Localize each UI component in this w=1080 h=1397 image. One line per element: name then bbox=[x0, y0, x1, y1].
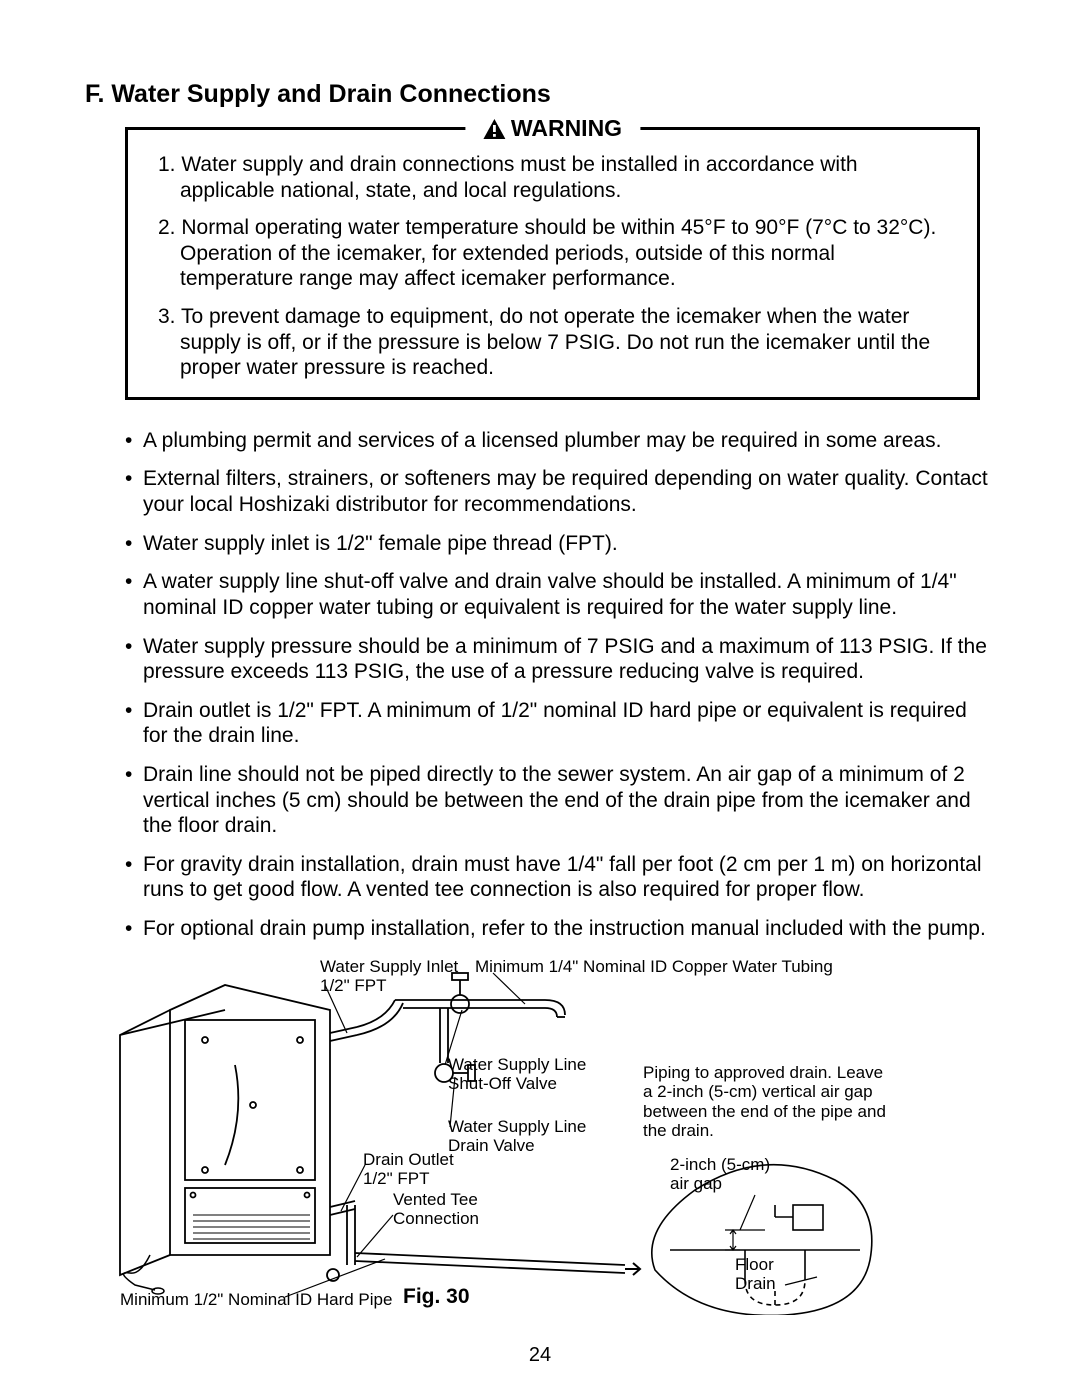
bullet-item: For gravity drain installation, drain mu… bbox=[125, 852, 995, 903]
warning-title: WARNING bbox=[465, 115, 640, 142]
bullet-item: Drain line should not be piped directly … bbox=[125, 762, 995, 839]
warning-item: 1. Water supply and drain connections mu… bbox=[158, 152, 947, 203]
warning-icon bbox=[483, 119, 505, 139]
warning-title-text: WARNING bbox=[511, 115, 622, 142]
warning-box: WARNING 1. Water supply and drain connec… bbox=[125, 127, 980, 400]
bullet-item: Water supply inlet is 1/2" female pipe t… bbox=[125, 531, 995, 557]
bullet-item: A plumbing permit and services of a lice… bbox=[125, 428, 995, 454]
label-water-supply-inlet: Water Supply Inlet1/2" FPT bbox=[320, 957, 480, 996]
page-number: 24 bbox=[529, 1344, 551, 1367]
bullet-item: For optional drain pump installation, re… bbox=[125, 916, 995, 942]
label-copper-tubing: Minimum 1/4" Nominal ID Copper Water Tub… bbox=[475, 957, 833, 977]
label-vented-tee: Vented TeeConnection bbox=[393, 1190, 503, 1229]
bullet-list: A plumbing permit and services of a lice… bbox=[85, 428, 995, 942]
figure-30: Water Supply Inlet1/2" FPT Minimum 1/4" … bbox=[85, 955, 995, 1315]
figure-number: Fig. 30 bbox=[403, 1285, 470, 1309]
warning-item: 3. To prevent damage to equipment, do no… bbox=[158, 304, 947, 381]
label-drain-valve: Water Supply LineDrain Valve bbox=[448, 1117, 618, 1156]
warning-list: 1. Water supply and drain connections mu… bbox=[158, 152, 947, 381]
bullet-item: A water supply line shut-off valve and d… bbox=[125, 569, 995, 620]
label-drain-outlet: Drain Outlet1/2" FPT bbox=[363, 1150, 473, 1189]
bullet-item: External filters, strainers, or softener… bbox=[125, 466, 995, 517]
bullet-item: Drain outlet is 1/2" FPT. A minimum of 1… bbox=[125, 698, 995, 749]
label-piping-note: Piping to approved drain. Leave a 2-inch… bbox=[643, 1063, 893, 1141]
label-hard-pipe: Minimum 1/2" Nominal ID Hard Pipe bbox=[120, 1290, 392, 1310]
bullet-item: Water supply pressure should be a minimu… bbox=[125, 634, 995, 685]
section-title: F. Water Supply and Drain Connections bbox=[85, 80, 995, 109]
label-floor-drain: FloorDrain bbox=[735, 1255, 795, 1294]
label-shutoff-valve: Water Supply LineShut-Off Valve bbox=[448, 1055, 618, 1094]
warning-item: 2. Normal operating water temperature sh… bbox=[158, 215, 947, 292]
label-air-gap: 2-inch (5-cm)air gap bbox=[670, 1155, 790, 1194]
